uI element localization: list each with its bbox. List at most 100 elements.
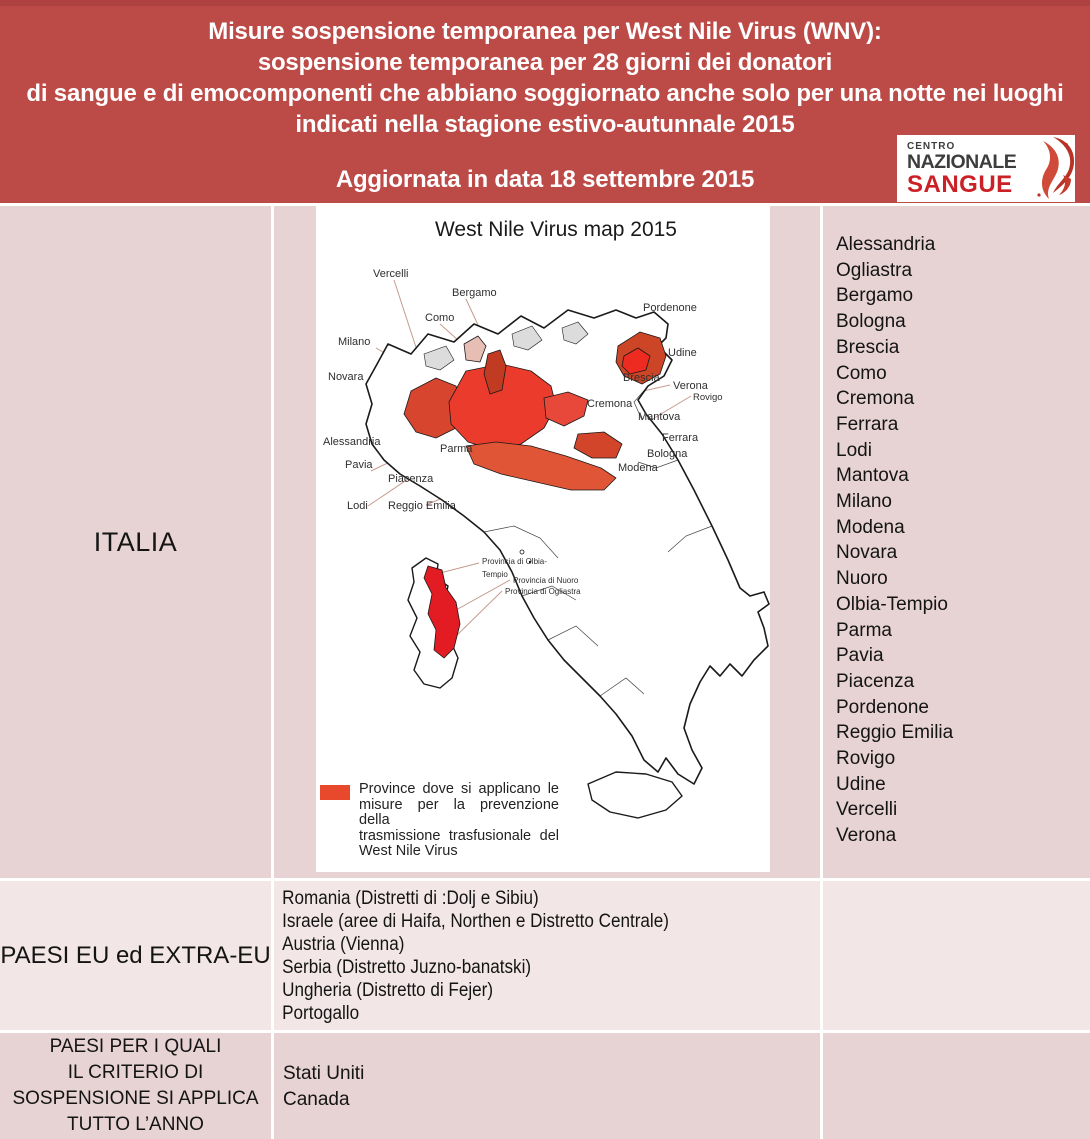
- logo-centro-label: CENTRO: [907, 141, 956, 152]
- eu-country-item: Serbia (Distretto Juzno-banatski): [282, 956, 532, 978]
- province-list-item: Parma: [836, 619, 892, 641]
- yearround-country-list: Stati Uniti Canada: [274, 1033, 820, 1113]
- eu-country-item: Austria (Vienna): [282, 933, 405, 955]
- logo-nazionale-label: NAZIONALE: [907, 151, 1017, 173]
- province-list-item: Como: [836, 362, 887, 384]
- province-list-item: Novara: [836, 542, 898, 564]
- yearround-label-line: SOSPENSIONE SI APPLICA: [12, 1088, 259, 1109]
- map-label-novara: Novara: [328, 371, 364, 383]
- province-list-item: Ferrara: [836, 413, 899, 435]
- map-label-ferrara: Ferrara: [662, 432, 699, 444]
- row-eu-header-cell: PAESI EU ed EXTRA-EU: [0, 881, 271, 1030]
- row-yearround-empty-cell: [823, 1033, 1090, 1139]
- map-label-bergamo: Bergamo: [452, 287, 497, 299]
- header-banner: Misure sospensione temporanea per West N…: [0, 0, 1090, 203]
- legend-red-swatch: [320, 785, 350, 800]
- province-list-item: Modena: [836, 516, 905, 538]
- province-list-item: Ogliastra: [836, 259, 913, 281]
- row-eu-countries-cell: Romania (Distretti di :Dolj e Sibiu) Isra…: [274, 881, 820, 1030]
- row-eu-empty-cell: [823, 881, 1090, 1030]
- map-title: West Nile Virus map 2015: [435, 218, 677, 241]
- map-label-pordenone: Pordenone: [643, 302, 697, 314]
- map-legend: Province dove si applicano le misure per …: [320, 781, 566, 860]
- map-label-alessandria: Alessandria: [323, 436, 381, 448]
- eu-country-list: Romania (Distretti di :Dolj e Sibiu) Isra…: [274, 881, 765, 1025]
- province-list-item: Rovigo: [836, 748, 896, 770]
- header-title-line: Misure sospensione temporanea per West N…: [208, 18, 882, 45]
- map-label-parma: Parma: [440, 443, 473, 455]
- row-italia-header-cell: ITALIA: [0, 206, 271, 878]
- small-island-dot: [528, 560, 532, 564]
- province-list-item: Brescia: [836, 336, 900, 358]
- gray-provinces: [423, 321, 589, 371]
- legend-text-line: misure per la prevenzione della: [359, 796, 559, 828]
- map-label-pavia: Pavia: [345, 459, 373, 471]
- map-label-modena: Modena: [618, 462, 659, 474]
- yearround-label-line: PAESI PER I QUALI: [49, 1036, 222, 1057]
- map-label-nuoro: Provincia di Nuoro: [513, 576, 579, 585]
- header-title-line: di sangue e di emocomponenti che abbiano…: [26, 80, 1064, 107]
- yearround-country-item: Canada: [283, 1089, 350, 1110]
- italy-mainland-outline: [365, 309, 770, 785]
- map-label-brescia: Brescia: [623, 372, 661, 384]
- province-list-item: Alessandria: [836, 234, 936, 255]
- province-borders: [483, 385, 713, 697]
- eu-label: PAESI EU ed EXTRA-EU: [0, 941, 271, 969]
- logo-sangue-label: SANGUE: [907, 171, 1013, 198]
- eu-country-item: Portogallo: [282, 1002, 360, 1024]
- province-list-item: Pordenone: [836, 696, 929, 718]
- italy-map-svg: West Nile Virus map 2015: [323, 218, 770, 819]
- legend-text-line: Province dove si applicano le: [359, 781, 559, 797]
- map-label-verona: Verona: [673, 380, 709, 392]
- province-list-item: Piacenza: [836, 670, 915, 692]
- province-list: Alessandria Ogliastra Bergamo Bologna Bresci…: [823, 206, 1090, 849]
- map-label-milano: Milano: [338, 336, 370, 348]
- eu-country-item: Ungheria (Distretto di Fejer): [282, 979, 494, 1001]
- wnv-map: West Nile Virus map 2015: [316, 206, 770, 872]
- map-label-lodi: Lodi: [347, 500, 368, 512]
- map-label-como: Como: [425, 312, 454, 324]
- map-label-vercelli: Vercelli: [373, 268, 408, 280]
- yearround-label-line: TUTTO L’ANNO: [67, 1114, 204, 1135]
- province-list-item: Nuoro: [836, 568, 888, 590]
- province-list-item: Verona: [836, 825, 897, 847]
- cns-logo: CENTRO NAZIONALE SANGUE: [897, 135, 1075, 202]
- province-list-item: Pavia: [836, 645, 884, 667]
- cns-logo-text: CENTRO NAZIONALE SANGUE: [897, 135, 1019, 202]
- province-list-item: Mantova: [836, 465, 909, 487]
- yearround-label-line: IL CRITERIO DI: [67, 1062, 204, 1083]
- province-list-item: Udine: [836, 773, 886, 795]
- eu-country-item: Romania (Distretti di :Dolj e Sibiu): [282, 888, 539, 909]
- map-label-piacenza: Piacenza: [388, 473, 434, 485]
- header-title: Misure sospensione temporanea per West N…: [0, 6, 1090, 140]
- sicily-outline: [587, 771, 683, 819]
- province-list-item: Lodi: [836, 439, 872, 461]
- yearround-country-item: Stati Uniti: [283, 1063, 365, 1084]
- affected-provinces: [403, 331, 667, 491]
- province-list-item: Bologna: [836, 311, 906, 333]
- map-label-olbia-tempio-line2: Tempio: [482, 570, 508, 579]
- header-title-line: indicati nella stagione estivo-autunnale…: [295, 111, 795, 138]
- map-label-udine: Udine: [668, 347, 697, 359]
- italia-label: ITALIA: [93, 526, 178, 557]
- elba-island: [519, 549, 525, 555]
- legend-text: Province dove si applicano le misure per …: [359, 781, 559, 860]
- map-label-reggio-emilia: Reggio Emilia: [388, 500, 457, 512]
- row-yearround-countries-cell: Stati Uniti Canada: [274, 1033, 820, 1139]
- row-yearround-header-cell: PAESI PER I QUALI IL CRITERIO DI SOSPENSIO…: [0, 1033, 271, 1139]
- legend-text-line: trasmissione trasfusionale del: [359, 827, 559, 844]
- row-italia-provinces-cell: Alessandria Ogliastra Bergamo Bologna Bresci…: [823, 206, 1090, 878]
- map-label-olbia-tempio-line1: Provincia di Olbia-: [482, 557, 547, 566]
- map-label-cremona: Cremona: [587, 398, 633, 410]
- eu-country-item: Israele (aree di Haifa, Northen e Distre…: [282, 910, 669, 932]
- province-list-item: Milano: [836, 491, 892, 513]
- blood-swirl-icon: [1037, 137, 1075, 199]
- province-list-item: Cremona: [836, 388, 915, 410]
- province-list-item: Vercelli: [836, 799, 898, 821]
- header-updated-date: Aggiornata in data 18 settembre 2015: [335, 166, 755, 193]
- map-label-rovigo: Rovigo: [693, 392, 723, 403]
- province-list-item: Olbia-Tempio: [836, 593, 948, 615]
- yearround-label: PAESI PER I QUALI IL CRITERIO DI SOSPENSIO…: [0, 1033, 271, 1139]
- row-italia-map-cell: West Nile Virus map 2015: [274, 206, 820, 878]
